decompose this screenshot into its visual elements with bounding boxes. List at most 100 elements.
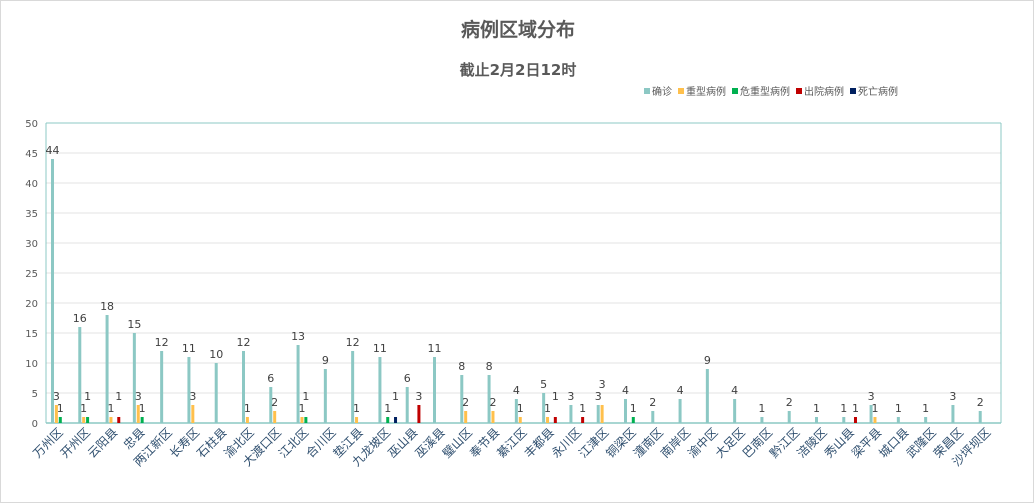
bar-确诊 — [460, 375, 464, 423]
data-label: 4 — [731, 384, 738, 397]
data-label: 1 — [84, 390, 91, 403]
x-tick-label: 涪陵区 — [794, 425, 830, 461]
data-label: 1 — [544, 402, 551, 415]
legend-item: 危重型病例 — [732, 83, 790, 98]
data-label: 44 — [46, 144, 60, 157]
legend: 确诊 重型病例 危重型病例 出院病例 死亡病例 — [644, 83, 898, 98]
bar-重型病例 — [873, 417, 877, 423]
data-label: 1 — [840, 402, 847, 415]
bar-危重型病例 — [140, 417, 144, 423]
bar-重型病例 — [54, 405, 58, 423]
bar-重型病例 — [245, 417, 249, 423]
legend-label: 死亡病例 — [858, 87, 898, 98]
bar-重型病例 — [82, 417, 86, 423]
data-label: 11 — [428, 342, 442, 355]
bar-出院病例 — [553, 417, 557, 423]
x-tick-label: 长寿区 — [167, 425, 202, 460]
data-label: 1 — [384, 402, 391, 415]
data-label: 2 — [977, 396, 984, 409]
y-tick-label: 50 — [25, 119, 38, 130]
bar-确诊 — [596, 405, 600, 423]
bar-确诊 — [433, 357, 436, 423]
legend-item: 重型病例 — [678, 83, 726, 98]
x-tick-label: 城口县 — [876, 425, 911, 460]
y-tick-label: 40 — [25, 179, 38, 190]
data-label: 3 — [135, 390, 142, 403]
data-label: 4 — [513, 384, 520, 397]
x-tick-label: 巴南区 — [739, 425, 775, 461]
x-tick-label: 南岸区 — [657, 425, 693, 461]
bar-确诊 — [323, 369, 327, 423]
data-label: 1 — [871, 402, 878, 415]
legend-label: 重型病例 — [686, 87, 726, 98]
data-label: 1 — [302, 390, 309, 403]
bar-确诊 — [815, 417, 818, 423]
y-tick-label: 5 — [32, 389, 38, 400]
x-tick-label: 綦江区 — [494, 425, 529, 460]
data-label: 18 — [100, 300, 114, 313]
bar-确诊 — [214, 363, 218, 423]
bar-确诊 — [105, 315, 109, 423]
bar-确诊 — [405, 387, 409, 423]
data-label: 3 — [567, 390, 574, 403]
x-tick-label: 渝中区 — [685, 425, 721, 461]
bar-确诊 — [842, 417, 846, 423]
legend-swatch — [644, 87, 650, 94]
bar-确诊 — [132, 333, 136, 423]
data-label: 2 — [489, 396, 496, 409]
data-label: 1 — [552, 390, 559, 403]
data-label: 11 — [373, 342, 387, 355]
data-label: 8 — [458, 360, 465, 373]
x-tick-label: 万州区 — [30, 425, 65, 460]
x-tick-label: 黔江区 — [766, 425, 802, 461]
data-label: 1 — [922, 402, 929, 415]
data-label: 1 — [517, 402, 524, 415]
bar-确诊 — [269, 387, 273, 423]
data-label: 3 — [599, 378, 606, 391]
legend-swatch — [678, 87, 684, 94]
bar-确诊 — [242, 351, 245, 423]
legend-swatch — [850, 87, 856, 94]
bar-重型病例 — [191, 405, 195, 423]
data-label: 11 — [182, 342, 196, 355]
bar-确诊 — [978, 411, 982, 423]
x-tick-label: 巫山县 — [385, 425, 420, 460]
bar-确诊 — [896, 417, 900, 423]
bar-重型病例 — [546, 417, 550, 423]
data-label: 2 — [786, 396, 793, 409]
data-label: 3 — [868, 390, 875, 403]
x-tick-label: 江津区 — [576, 425, 611, 460]
data-label: 1 — [758, 402, 765, 415]
x-tick-label: 奉节县 — [467, 425, 502, 460]
x-tick-label: 璧山区 — [439, 425, 475, 461]
x-tick-label: 云阳县 — [85, 425, 120, 460]
bar-确诊 — [160, 351, 164, 423]
x-tick-label: 永川区 — [549, 425, 584, 460]
data-label: 4 — [677, 384, 684, 397]
legend-label: 确诊 — [652, 87, 672, 98]
bar-危重型病例 — [631, 417, 635, 423]
x-tick-label: 丰都县 — [522, 425, 557, 460]
bar-重型病例 — [600, 405, 604, 423]
bar-出院病例 — [581, 417, 585, 423]
data-label: 1 — [80, 402, 87, 415]
x-tick-label: 开州区 — [58, 425, 93, 460]
data-label: 3 — [595, 390, 602, 403]
bar-重型病例 — [355, 417, 359, 423]
y-tick-label: 45 — [25, 149, 38, 160]
bar-确诊 — [733, 399, 737, 423]
legend-item: 确诊 — [644, 83, 672, 98]
y-tick-label: 15 — [25, 329, 38, 340]
bar-出院病例 — [417, 405, 421, 423]
y-tick-label: 0 — [32, 419, 38, 430]
data-label: 6 — [404, 372, 411, 385]
data-label: 6 — [267, 372, 274, 385]
bar-确诊 — [678, 399, 682, 423]
x-tick-label: 武隆区 — [903, 425, 939, 461]
bar-确诊 — [51, 159, 54, 423]
data-label: 16 — [73, 312, 87, 325]
bar-确诊 — [542, 393, 546, 423]
bar-出院病例 — [853, 417, 857, 423]
